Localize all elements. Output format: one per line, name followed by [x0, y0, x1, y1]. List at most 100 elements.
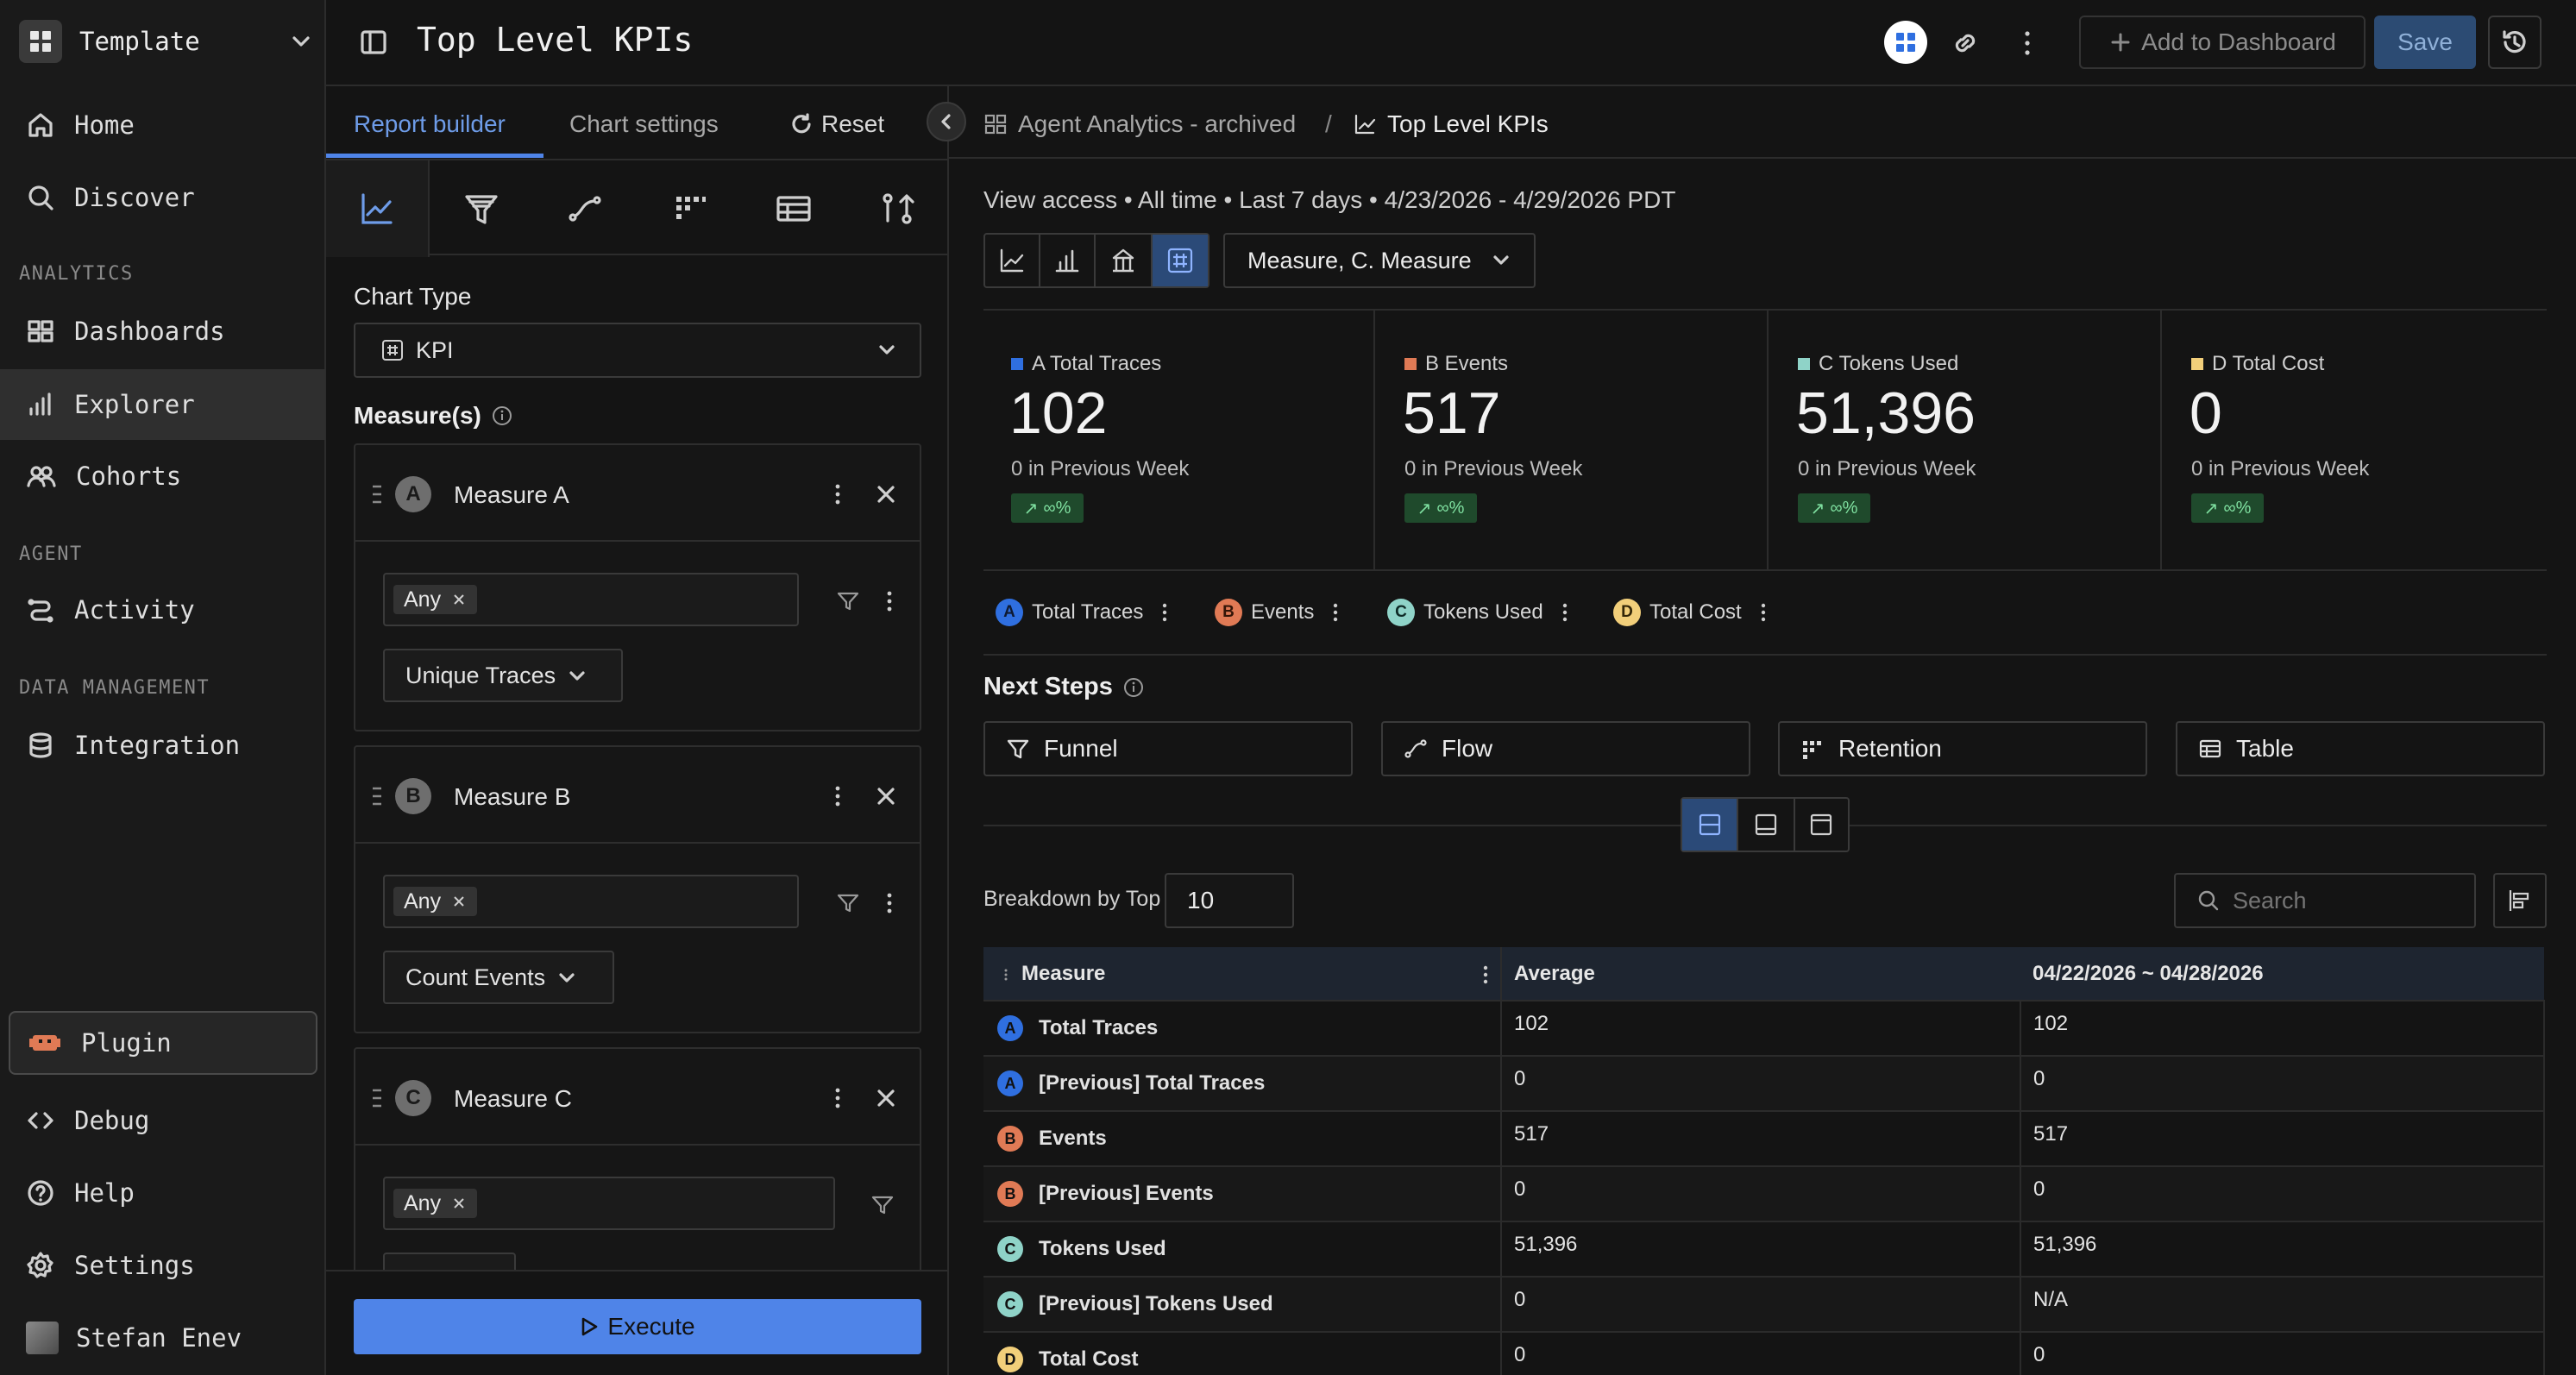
measure-name[interactable]: Measure C: [454, 1085, 572, 1112]
filter-pill[interactable]: Any: [393, 585, 478, 614]
viz-stacked-button[interactable]: [1096, 235, 1153, 286]
aggregation-select[interactable]: Unique Traces: [383, 649, 623, 702]
more-vertical-icon[interactable]: [832, 782, 844, 811]
measure-letter-badge: A: [997, 1070, 1023, 1096]
viz-bar-button[interactable]: [1040, 235, 1096, 286]
user-menu[interactable]: Stefan Enev: [9, 1304, 317, 1372]
table-row[interactable]: A Total Traces 102 102: [983, 1001, 2545, 1057]
search-input[interactable]: [2233, 887, 2457, 914]
chart-type-select[interactable]: KPI: [354, 323, 921, 378]
table-search[interactable]: [2174, 873, 2476, 928]
next-step-table[interactable]: Table: [2176, 721, 2545, 776]
table-row[interactable]: C Tokens Used 51,396 51,396: [983, 1221, 2545, 1278]
report-type-retention[interactable]: [638, 160, 742, 257]
column-header-measure[interactable]: Measure: [983, 947, 1502, 1001]
more-vertical-icon[interactable]: [883, 587, 895, 616]
drag-handle-icon[interactable]: [1002, 968, 1009, 982]
drag-handle-icon[interactable]: [371, 1085, 383, 1111]
table-row[interactable]: D Total Cost 0 0: [983, 1332, 2545, 1375]
nav-integration[interactable]: Integration: [9, 712, 317, 779]
viz-kpi-button[interactable]: [1153, 235, 1208, 286]
close-icon[interactable]: [873, 783, 899, 809]
nav-settings[interactable]: Settings: [9, 1232, 317, 1299]
nav-cohorts[interactable]: Cohorts: [9, 443, 317, 510]
report-type-compare[interactable]: [845, 160, 949, 257]
table-row[interactable]: B [Previous] Events 0 0: [983, 1166, 2545, 1222]
report-type-insights[interactable]: [326, 160, 430, 257]
breadcrumb-parent[interactable]: Agent Analytics - archived: [1018, 110, 1297, 137]
add-to-dashboard-button[interactable]: Add to Dashboard: [2079, 16, 2366, 69]
next-step-funnel[interactable]: Funnel: [983, 721, 1353, 776]
legend-item-b[interactable]: B Events: [1215, 595, 1340, 630]
more-vertical-icon[interactable]: [883, 888, 895, 918]
more-vertical-icon[interactable]: [2019, 26, 2036, 60]
viz-line-button[interactable]: [985, 235, 1040, 286]
more-vertical-icon[interactable]: [1481, 963, 1490, 987]
filter-pill[interactable]: Any: [393, 1189, 478, 1218]
report-type-funnel[interactable]: [430, 160, 533, 257]
execute-button[interactable]: Execute: [354, 1299, 921, 1354]
legend-item-d[interactable]: D Total Cost: [1613, 595, 1768, 630]
close-icon[interactable]: [451, 592, 467, 607]
legend-item-a[interactable]: A Total Traces: [996, 595, 1169, 630]
nav-activity[interactable]: Activity: [9, 576, 317, 644]
close-icon[interactable]: [451, 894, 467, 909]
column-settings-button[interactable]: [2493, 873, 2547, 928]
more-vertical-icon[interactable]: [832, 480, 844, 509]
layout-bottom-button[interactable]: [1737, 799, 1793, 851]
report-type-flow[interactable]: [533, 160, 637, 257]
drag-handle-icon[interactable]: [371, 783, 383, 809]
tab-chart-settings[interactable]: Chart settings: [569, 110, 719, 137]
more-vertical-icon[interactable]: [1759, 600, 1768, 625]
more-vertical-icon[interactable]: [1160, 600, 1169, 625]
aggregation-select[interactable]: Count Events: [383, 951, 614, 1004]
link-icon[interactable]: [1948, 26, 1982, 60]
nav-home[interactable]: Home: [9, 91, 317, 159]
tab-report-builder[interactable]: Report builder: [354, 110, 506, 137]
measure-name[interactable]: Measure B: [454, 783, 571, 810]
table-row[interactable]: A [Previous] Total Traces 0 0: [983, 1056, 2545, 1112]
layout-split-button[interactable]: [1682, 799, 1737, 851]
next-step-flow[interactable]: Flow: [1381, 721, 1750, 776]
filter-pill[interactable]: Any: [393, 887, 478, 916]
nav-explorer[interactable]: Explorer: [0, 369, 325, 440]
more-vertical-icon[interactable]: [1561, 600, 1569, 625]
close-icon[interactable]: [451, 1196, 467, 1211]
filter-icon[interactable]: [835, 890, 861, 916]
history-button[interactable]: [2488, 16, 2541, 69]
filter-input[interactable]: Any: [383, 875, 799, 928]
report-type-table[interactable]: [742, 160, 845, 257]
nav-debug[interactable]: Debug: [9, 1087, 317, 1154]
filter-input[interactable]: Any: [383, 1177, 835, 1230]
nav-dashboards[interactable]: Dashboards: [9, 298, 317, 365]
more-vertical-icon[interactable]: [832, 1083, 844, 1113]
table-row[interactable]: B Events 517 517: [983, 1111, 2545, 1167]
nav-help[interactable]: Help: [9, 1159, 317, 1227]
workspace-switcher[interactable]: Template: [19, 17, 312, 66]
chart-type-label: Chart Type: [354, 283, 472, 310]
save-button[interactable]: Save: [2374, 16, 2476, 69]
drag-handle-icon[interactable]: [371, 481, 383, 507]
column-header-average[interactable]: Average: [1501, 947, 2020, 1001]
filter-icon[interactable]: [870, 1192, 895, 1218]
column-header-date[interactable]: 04/22/2026 ~ 04/28/2026: [2020, 947, 2544, 1001]
nav-discover[interactable]: Discover: [9, 164, 317, 231]
measure-name[interactable]: Measure A: [454, 481, 569, 508]
filter-input[interactable]: Any: [383, 573, 799, 626]
layout-top-button[interactable]: [1793, 799, 1848, 851]
filter-icon[interactable]: [835, 588, 861, 614]
close-icon[interactable]: [873, 1085, 899, 1111]
reset-button[interactable]: Reset: [789, 110, 884, 138]
breakdown-top-input[interactable]: [1165, 873, 1294, 928]
nav-plugin[interactable]: Plugin: [9, 1011, 317, 1075]
app-logo-icon[interactable]: [1884, 21, 1927, 64]
next-step-retention[interactable]: Retention: [1778, 721, 2147, 776]
legend-item-c[interactable]: C Tokens Used: [1387, 595, 1569, 630]
close-icon[interactable]: [873, 481, 899, 507]
sidebar-toggle-icon[interactable]: [359, 28, 388, 57]
table-row[interactable]: C [Previous] Tokens Used 0 N/A: [983, 1277, 2545, 1333]
cell-measure: C [Previous] Tokens Used: [983, 1277, 1502, 1333]
more-vertical-icon[interactable]: [1331, 600, 1340, 625]
collapse-panel-button[interactable]: [927, 102, 966, 141]
measure-select[interactable]: Measure, C. Measure: [1223, 233, 1536, 288]
